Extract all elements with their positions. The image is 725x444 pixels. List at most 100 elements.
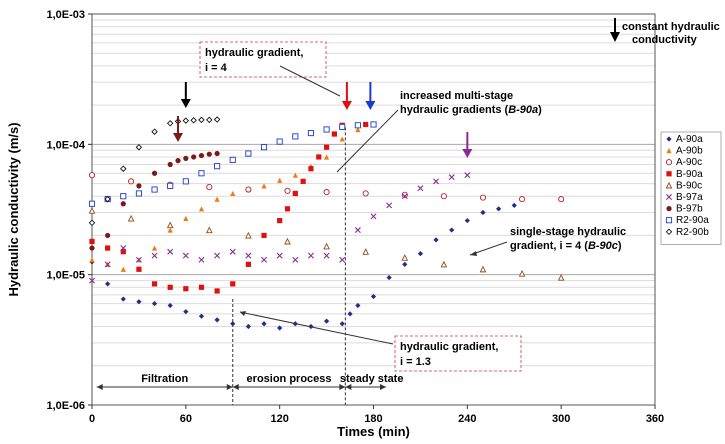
data-point bbox=[363, 121, 369, 128]
data-point bbox=[182, 252, 189, 259]
arrow-head bbox=[339, 384, 346, 390]
data-point bbox=[205, 226, 213, 234]
data-point bbox=[183, 286, 189, 292]
data-point bbox=[245, 323, 251, 330]
data-point bbox=[245, 261, 251, 267]
data-point bbox=[166, 221, 174, 229]
y-tick-label: 1,0E-06 bbox=[46, 400, 85, 412]
series-a-90b bbox=[89, 126, 361, 272]
annotation-text: B-90c bbox=[588, 240, 618, 252]
data-point bbox=[136, 183, 142, 189]
annotation-hydraulic-gradient-4: hydraulic gradient, bbox=[205, 47, 303, 59]
data-point bbox=[479, 265, 487, 273]
data-point bbox=[198, 256, 205, 263]
constant-arrow bbox=[365, 101, 376, 110]
annotation-single-stage: single-stage hydraulic bbox=[510, 226, 626, 238]
legend-label-a-90c: A-90c bbox=[676, 157, 702, 168]
data-point bbox=[479, 194, 487, 201]
legend-label-r2-90a: R2-90a bbox=[676, 215, 709, 226]
data-point bbox=[362, 248, 370, 255]
data-point bbox=[89, 238, 95, 244]
data-point bbox=[323, 154, 330, 160]
x-tick-label: 180 bbox=[364, 413, 382, 425]
legend-marker bbox=[666, 206, 672, 212]
data-point bbox=[245, 231, 252, 239]
data-point bbox=[151, 186, 158, 193]
annotation-increased-multi-stage: hydraulic gradients (B-90a) bbox=[400, 104, 542, 116]
data-point bbox=[440, 193, 447, 200]
data-point bbox=[300, 178, 306, 184]
x-axis-title: Times (min) bbox=[337, 424, 410, 439]
data-point bbox=[167, 284, 173, 290]
data-point bbox=[401, 191, 408, 198]
data-point bbox=[354, 227, 361, 234]
data-point bbox=[480, 209, 486, 216]
data-point bbox=[167, 302, 173, 309]
series-b-97b bbox=[89, 150, 220, 251]
data-point bbox=[230, 190, 236, 197]
arrow-head bbox=[226, 384, 233, 390]
data-point bbox=[277, 177, 283, 183]
annotation-hydraulic-gradient-13: i = 1.3 bbox=[400, 356, 431, 368]
annotation-hydraulic-gradient-4: i = 4 bbox=[205, 62, 228, 74]
x-axis: 0 60 120 180 240 300 360 bbox=[89, 405, 664, 425]
data-point bbox=[214, 150, 220, 157]
data-point bbox=[120, 296, 126, 302]
data-point bbox=[182, 117, 190, 124]
data-layer bbox=[88, 116, 565, 331]
legend-label-b-97b: B-97b bbox=[676, 204, 703, 215]
data-point bbox=[519, 196, 526, 203]
annotation-text: hydraulic gradients ( bbox=[400, 104, 509, 116]
data-point bbox=[135, 144, 143, 151]
data-point bbox=[261, 183, 267, 189]
legend-marker bbox=[665, 217, 673, 224]
data-point bbox=[402, 261, 408, 267]
data-point bbox=[276, 138, 283, 145]
data-point bbox=[151, 300, 158, 307]
data-point bbox=[362, 190, 369, 197]
annotation-constant: conductivity bbox=[632, 34, 698, 46]
data-point bbox=[135, 256, 142, 263]
legend-marker bbox=[666, 194, 672, 200]
y-tick-label: 1,0E-04 bbox=[46, 139, 85, 151]
series-r2-90b bbox=[88, 116, 221, 227]
leader-line bbox=[279, 65, 341, 97]
data-point bbox=[229, 156, 236, 163]
data-point bbox=[151, 128, 158, 135]
data-point bbox=[370, 293, 377, 300]
data-point bbox=[198, 170, 205, 177]
data-point bbox=[448, 174, 455, 181]
data-point bbox=[245, 252, 252, 259]
data-point bbox=[198, 284, 205, 290]
data-point bbox=[261, 321, 267, 327]
data-point bbox=[214, 288, 220, 294]
data-point bbox=[89, 245, 95, 251]
legend-label-a-90b: A-90b bbox=[676, 146, 703, 157]
data-point bbox=[339, 136, 345, 142]
data-point bbox=[136, 266, 142, 272]
data-point bbox=[198, 116, 205, 124]
series-a-90c bbox=[88, 172, 565, 203]
annotation-text: ) bbox=[618, 240, 622, 252]
arrow-head bbox=[345, 384, 352, 390]
data-point bbox=[214, 317, 220, 323]
series-b-90a bbox=[89, 121, 369, 294]
legend-label-b-97a: B-97a bbox=[676, 192, 703, 203]
constant-arrow bbox=[341, 101, 352, 110]
data-point bbox=[355, 126, 361, 133]
data-point bbox=[316, 154, 322, 160]
data-point bbox=[339, 321, 345, 327]
constant-arrow bbox=[462, 149, 473, 158]
data-point bbox=[88, 200, 96, 207]
data-point bbox=[284, 237, 291, 245]
annotation-text: B-90a bbox=[508, 104, 538, 116]
data-point bbox=[518, 269, 526, 277]
data-point bbox=[198, 152, 205, 159]
data-point bbox=[557, 273, 565, 281]
legend-marker bbox=[666, 136, 672, 142]
data-point bbox=[183, 309, 189, 315]
data-point bbox=[292, 190, 298, 197]
data-point bbox=[511, 202, 517, 208]
data-point bbox=[558, 196, 565, 203]
